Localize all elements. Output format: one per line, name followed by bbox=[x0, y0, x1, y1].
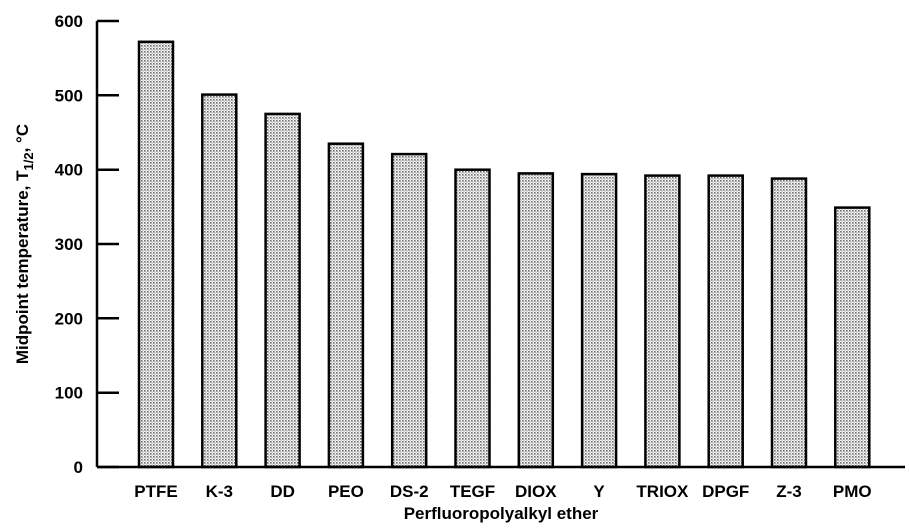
x-tick-label-z-3: Z-3 bbox=[776, 482, 802, 501]
bars-group bbox=[137, 40, 871, 469]
x-axis-tick-labels: PTFE K-3 DD PEO DS-2 TEGF DIOX Y TRIOX DPGF Z-3 PMO bbox=[134, 482, 871, 501]
bar-ds-2 bbox=[390, 152, 428, 469]
y-tick-label-500: 500 bbox=[55, 86, 83, 105]
x-tick-label-diox: DIOX bbox=[515, 482, 557, 501]
y-axis-title-suffix: , °C bbox=[13, 124, 32, 153]
x-tick-label-dpgf: DPGF bbox=[702, 482, 749, 501]
bar-dpgf bbox=[707, 174, 744, 469]
y-axis-title: Midpoint temperature, T1/2, °C bbox=[13, 124, 36, 364]
bar-z-3 bbox=[770, 177, 808, 469]
y-axis-title-main: Midpoint temperature, T bbox=[13, 170, 32, 364]
x-tick-label-tegf: TEGF bbox=[450, 482, 495, 501]
y-tick-label-200: 200 bbox=[55, 309, 83, 328]
bar-peo bbox=[327, 142, 365, 469]
y-tick-label-400: 400 bbox=[55, 161, 83, 180]
x-tick-label-dd: DD bbox=[270, 482, 295, 501]
x-tick-label-triox: TRIOX bbox=[636, 482, 689, 501]
y-tick-label-300: 300 bbox=[55, 235, 83, 254]
bar-k-3 bbox=[201, 93, 238, 469]
x-tick-label-ptfe: PTFE bbox=[134, 482, 177, 501]
y-tick-label-100: 100 bbox=[55, 384, 83, 403]
x-tick-label-ds-2: DS-2 bbox=[390, 482, 429, 501]
y-axis-title-subscript: 1/2 bbox=[21, 152, 36, 170]
x-axis-title: Perfluoropolyalkyl ether bbox=[404, 504, 599, 523]
bar-y bbox=[580, 172, 618, 469]
bar-dd bbox=[264, 112, 301, 469]
y-tick-label-0: 0 bbox=[74, 458, 83, 477]
y-axis-ticks: 0 100 200 300 400 500 600 bbox=[55, 12, 119, 477]
bar-ptfe bbox=[137, 40, 175, 469]
bar-tegf bbox=[454, 168, 491, 469]
x-tick-label-k-3: K-3 bbox=[206, 482, 233, 501]
x-tick-label-peo: PEO bbox=[328, 482, 364, 501]
y-tick-label-600: 600 bbox=[55, 12, 83, 31]
x-tick-label-pmo: PMO bbox=[833, 482, 872, 501]
x-tick-label-y: Y bbox=[593, 482, 605, 501]
bar-diox bbox=[517, 172, 555, 469]
bar-triox bbox=[644, 174, 681, 469]
bar-pmo bbox=[834, 206, 871, 469]
